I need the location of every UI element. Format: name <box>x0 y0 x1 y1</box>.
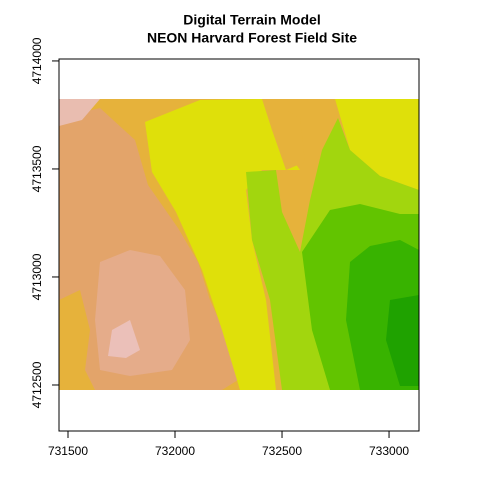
x-tick-label: 732000 <box>155 444 195 458</box>
raster-zone <box>59 290 95 390</box>
y-tick-label: 4713000 <box>30 253 44 300</box>
raster-zone <box>386 295 419 386</box>
raster-zone <box>59 99 100 126</box>
y-tick-label: 4714000 <box>30 37 44 84</box>
chart-subtitle: NEON Harvard Forest Field Site <box>147 30 357 46</box>
x-tick-label: 731500 <box>48 444 88 458</box>
x-tick-label: 732500 <box>262 444 302 458</box>
raster-zone <box>145 99 300 390</box>
chart-title: Digital Terrain Model <box>183 12 320 28</box>
raster-zone <box>335 99 419 190</box>
x-tick-label: 733000 <box>369 444 409 458</box>
plot-frame <box>58 58 420 432</box>
raster <box>59 99 419 390</box>
y-tick-label: 4712500 <box>30 361 44 408</box>
y-tick-label: 4713500 <box>30 145 44 192</box>
raster-zone <box>108 320 140 358</box>
raster-zone <box>266 99 305 170</box>
